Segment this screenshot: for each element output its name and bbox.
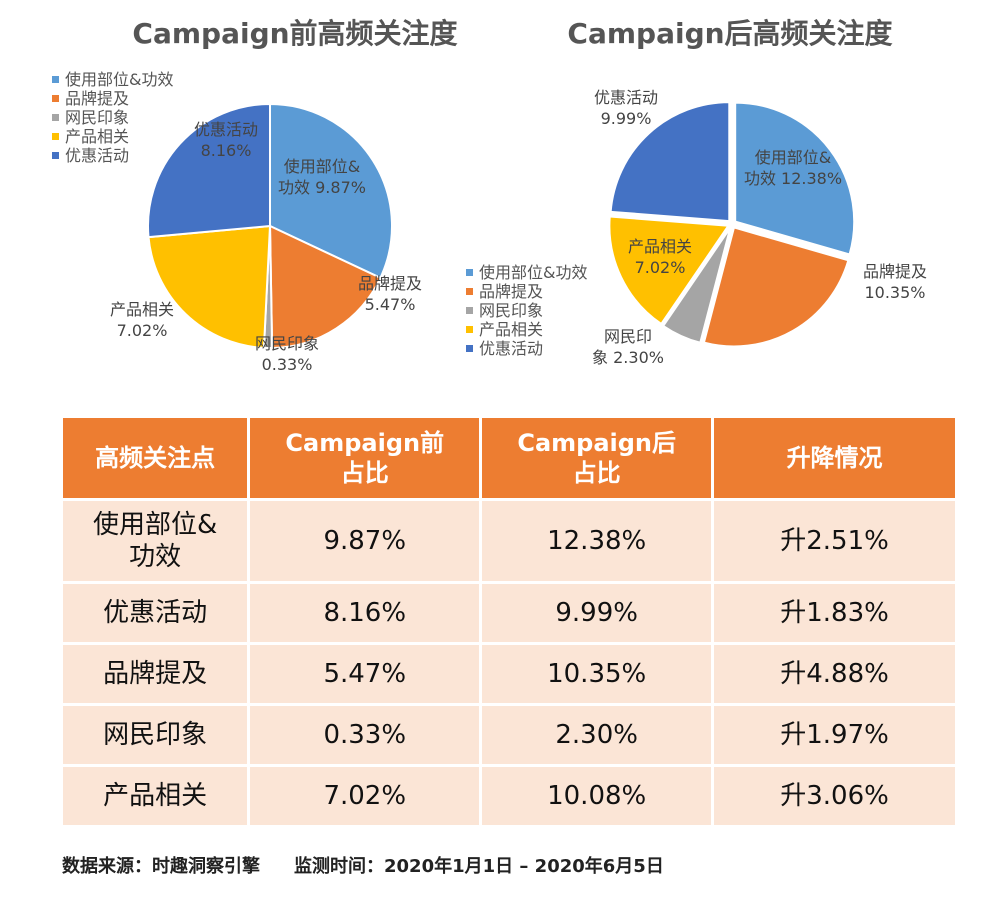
monitor-period: 监测时间：2020年1月1日 – 2020年6月5日 — [294, 856, 664, 877]
pie-slice-0 — [734, 101, 856, 256]
pie-label-1: 品牌提及 10.35% — [863, 262, 927, 302]
legend-swatch — [466, 288, 473, 295]
pie-label-2: 网民印象 2.30% — [592, 327, 664, 367]
table-row: 使用部位&功效 9.87% 12.38% 升2.51% — [63, 498, 955, 581]
table-cell: 0.33% — [250, 703, 483, 764]
table-cell: 10.08% — [482, 764, 715, 825]
legend-item: 优惠活动 — [52, 146, 173, 165]
legend-item: 网民印象 — [52, 108, 173, 127]
pie-after-legend: 使用部位&功效 品牌提及 网民印象 产品相关 优惠活动 — [466, 263, 587, 358]
pie-label-0: 使用部位&功效 12.38% — [744, 148, 842, 188]
pie-charts: 使用部位&功效 9.87% 品牌提及 5.47% 网民印象 0.33% 产品相关 7.02%… — [110, 88, 927, 374]
pie-label-3: 产品相关 7.02% — [110, 300, 174, 340]
table-cell: 5.47% — [250, 642, 483, 703]
pie-slice-1 — [268, 224, 382, 349]
table-row: 优惠活动 8.16% 9.99% 升1.83% — [63, 581, 955, 642]
pie-slice-1 — [702, 226, 850, 348]
legend-swatch — [466, 345, 473, 352]
legend-swatch — [52, 114, 59, 121]
table-cell: 2.30% — [482, 703, 715, 764]
pie-before-legend: 使用部位&功效 品牌提及 网民印象 产品相关 优惠活动 — [52, 70, 173, 165]
legend-swatch — [52, 133, 59, 140]
legend-label: 优惠活动 — [65, 146, 130, 165]
legend-item: 产品相关 — [466, 320, 587, 339]
pie-after: 使用部位&功效 12.38% 品牌提及 10.35% 网民印象 2.30% 产品相关 7.… — [592, 88, 927, 367]
pie-label-4: 优惠活动 9.99% — [594, 88, 658, 128]
pie-slice-0 — [269, 102, 393, 280]
legend-label: 产品相关 — [479, 320, 544, 339]
table-row: 网民印象 0.33% 2.30% 升1.97% — [63, 703, 955, 764]
table-row: 品牌提及 5.47% 10.35% 升4.88% — [63, 642, 955, 703]
pie-slice-2 — [661, 227, 732, 344]
col-header-before: Campaign前占比 — [250, 418, 483, 498]
legend-swatch — [466, 307, 473, 314]
table-cell: 7.02% — [250, 764, 483, 825]
table-row: 产品相关 7.02% 10.08% 升3.06% — [63, 764, 955, 825]
table-cell: 升3.06% — [714, 764, 955, 825]
legend-item: 产品相关 — [52, 127, 173, 146]
legend-label: 品牌提及 — [479, 282, 544, 301]
legend-swatch — [52, 152, 59, 159]
legend-swatch — [52, 95, 59, 102]
pie-label-3: 产品相关 7.02% — [628, 237, 692, 277]
comparison-table: 高频关注点 Campaign前占比 Campaign后占比 升降情况 使用部位&… — [63, 418, 955, 825]
legend-item: 使用部位&功效 — [52, 70, 173, 89]
legend-label: 优惠活动 — [479, 339, 544, 358]
pie-after-title: Campaign后高频关注度 — [567, 17, 893, 50]
legend-swatch — [466, 326, 473, 333]
table-cell: 升1.83% — [714, 581, 955, 642]
legend-swatch — [52, 76, 59, 83]
legend-swatch — [466, 269, 473, 276]
legend-item: 使用部位&功效 — [466, 263, 587, 282]
table-cell: 网民印象 — [63, 703, 251, 764]
pie-before-title: Campaign前高频关注度 — [132, 17, 458, 50]
legend-item: 优惠活动 — [466, 339, 587, 358]
legend-label: 网民印象 — [65, 108, 130, 127]
pie-label-2: 网民印象 0.33% — [255, 334, 319, 374]
pie-label-0: 使用部位&功效 9.87% — [278, 157, 366, 197]
legend-item: 网民印象 — [466, 301, 587, 320]
table-cell: 产品相关 — [63, 764, 251, 825]
table-header-row: 高频关注点 Campaign前占比 Campaign后占比 升降情况 — [63, 418, 955, 498]
col-header-change: 升降情况 — [714, 418, 955, 498]
table-cell: 优惠活动 — [63, 581, 251, 642]
data-source: 数据来源：时趣洞察引擎 — [62, 856, 260, 877]
table-cell: 10.35% — [482, 642, 715, 703]
pie-label-1: 品牌提及 5.47% — [358, 274, 422, 314]
col-header-topic: 高频关注点 — [63, 418, 251, 498]
legend-label: 网民印象 — [479, 301, 544, 320]
legend-label: 使用部位&功效 — [479, 263, 588, 282]
table-cell: 升2.51% — [714, 498, 955, 581]
table-cell: 12.38% — [482, 498, 715, 581]
pie-before: 使用部位&功效 9.87% 品牌提及 5.47% 网民印象 0.33% 产品相关 7.02%… — [110, 102, 422, 374]
legend-item: 品牌提及 — [52, 89, 173, 108]
pie-slice-3 — [608, 215, 731, 326]
table-cell: 9.87% — [250, 498, 483, 581]
table-cell: 升1.97% — [714, 703, 955, 764]
legend-item: 品牌提及 — [466, 282, 587, 301]
table-cell: 升4.88% — [714, 642, 955, 703]
legend-label: 使用部位&功效 — [65, 70, 174, 89]
footer-note: 数据来源：时趣洞察引擎 监测时间：2020年1月1日 – 2020年6月5日 — [62, 852, 698, 878]
col-header-after: Campaign后占比 — [482, 418, 715, 498]
pie-slice-4 — [609, 101, 731, 223]
legend-label: 品牌提及 — [65, 89, 130, 108]
pie-slice-4 — [147, 102, 271, 239]
pie-label-4: 优惠活动 8.16% — [194, 120, 258, 160]
table-cell: 9.99% — [482, 581, 715, 642]
legend-label: 产品相关 — [65, 127, 130, 146]
table-cell: 品牌提及 — [63, 642, 251, 703]
table-cell: 8.16% — [250, 581, 483, 642]
table-cell: 使用部位&功效 — [63, 498, 251, 581]
pie-slice-3 — [147, 224, 272, 349]
